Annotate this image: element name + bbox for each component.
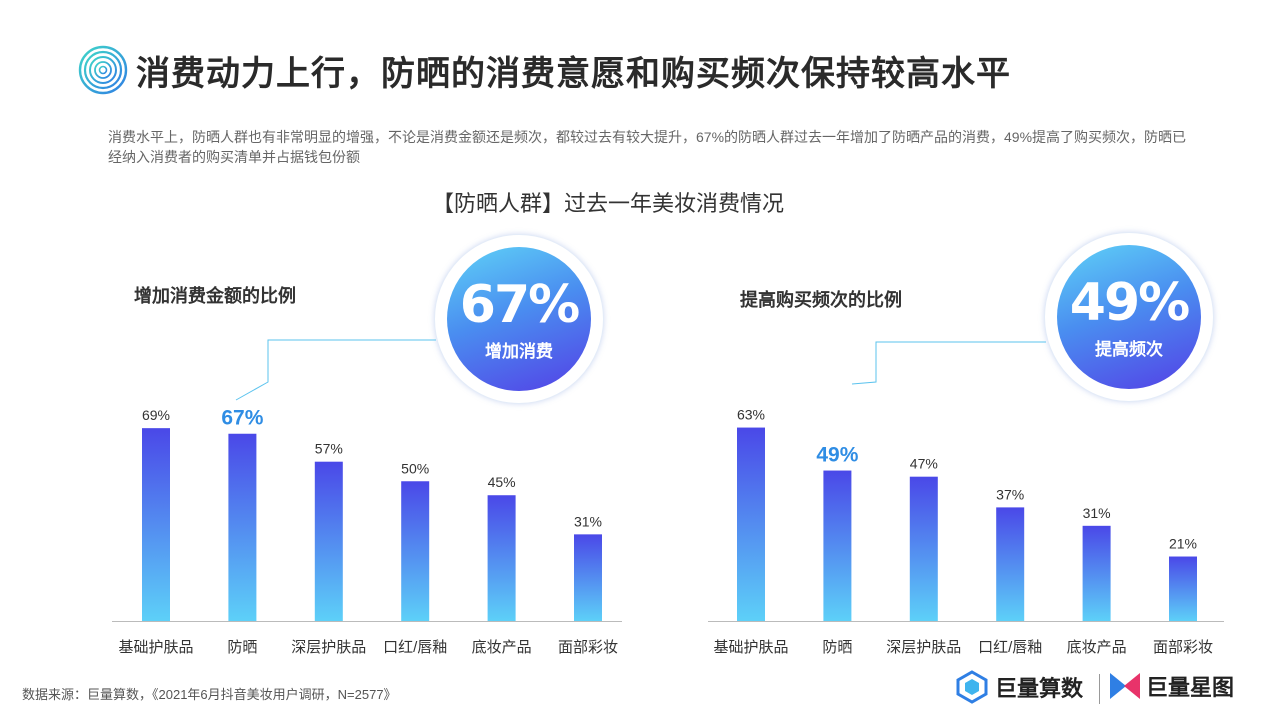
- page-header: 消费动力上行，防晒的消费意愿和购买频次保持较高水平: [78, 40, 1011, 100]
- brand-juliang-suanshu: 巨量算数: [955, 670, 1083, 704]
- left-chart-title: 增加消费金额的比例: [134, 286, 296, 306]
- right-value-label-2: 47%: [910, 456, 938, 472]
- left-category-label-2: 深层护肤品: [291, 639, 366, 656]
- page-title: 消费动力上行，防晒的消费意愿和购买频次保持较高水平: [136, 54, 1011, 93]
- right-bar-4: [1082, 525, 1111, 621]
- left-category-label-0: 基础护肤品: [118, 639, 193, 656]
- chart-heading: 【防晒人群】过去一年美妆消费情况: [431, 191, 784, 216]
- left-value-label-3: 50%: [401, 460, 429, 476]
- left-callout-leader-line: [235, 339, 436, 401]
- left-callout-label: 增加消费: [485, 341, 553, 361]
- left-value-label-4: 45%: [488, 474, 516, 490]
- right-callout-circle: 49% 提高频次: [1044, 232, 1214, 402]
- right-value-label-1: 49%: [816, 444, 858, 467]
- right-callout-label: 提高频次: [1095, 339, 1163, 359]
- left-bar-3: [401, 481, 430, 621]
- right-bar-2: [909, 476, 938, 621]
- left-value-label-2: 57%: [315, 441, 343, 457]
- suanshu-logo-icon: [956, 670, 988, 704]
- left-category-label-5: 面部彩妆: [558, 639, 618, 656]
- data-source-note: 数据来源：巨量算数，《2021年6月抖音美妆用户调研，N=2577》: [22, 687, 397, 702]
- right-chart-title: 提高购买频次的比例: [740, 290, 902, 310]
- brand2-label: 巨量星图: [1146, 675, 1235, 700]
- right-category-label-5: 面部彩妆: [1153, 639, 1213, 656]
- left-bar-5: [574, 534, 602, 621]
- right-value-label-4: 31%: [1083, 505, 1111, 521]
- left-bar-2: [314, 461, 343, 621]
- left-value-label-1: 67%: [221, 407, 263, 430]
- right-callout-value: 49%: [1069, 272, 1190, 333]
- right-category-label-2: 深层护肤品: [886, 639, 961, 656]
- xingtu-logo-icon: [1110, 673, 1140, 699]
- right-category-label-4: 底妆产品: [1067, 639, 1127, 656]
- left-category-label-1: 防晒: [227, 639, 257, 656]
- left-bar-1: [228, 433, 257, 621]
- left-category-label-4: 底妆产品: [472, 639, 532, 656]
- right-value-label-0: 63%: [737, 407, 765, 423]
- right-bar-5: [1169, 556, 1197, 621]
- right-category-label-0: 基础护肤品: [713, 639, 788, 656]
- page-subtitle: 消费水平上，防晒人群也有非常明显的增强，不论是消费金额还是频次，都较过去有较大提…: [108, 129, 1187, 165]
- brand1-label: 巨量算数: [995, 676, 1084, 701]
- right-bar-3: [996, 507, 1025, 621]
- right-category-label-3: 口红/唇釉: [978, 639, 1042, 656]
- right-callout-leader-line: [851, 341, 1046, 385]
- left-bar-4: [487, 495, 516, 621]
- left-bar-0: [142, 428, 170, 621]
- right-bar-0: [737, 427, 765, 621]
- spiral-logo-icon: [78, 45, 128, 95]
- right-value-label-3: 37%: [996, 486, 1024, 502]
- left-value-label-0: 69%: [142, 407, 170, 423]
- left-callout-circle: 67% 增加消费: [434, 234, 604, 404]
- left-category-label-3: 口红/唇釉: [383, 639, 447, 656]
- right-category-label-1: 防晒: [822, 639, 852, 656]
- brand-juliang-xingtu: 巨量星图: [1108, 670, 1234, 702]
- right-bar-1: [823, 470, 852, 621]
- right-value-label-5: 21%: [1169, 536, 1197, 552]
- brand-divider: [1099, 674, 1100, 704]
- left-callout-value: 67%: [459, 274, 580, 335]
- left-value-label-5: 31%: [574, 513, 602, 529]
